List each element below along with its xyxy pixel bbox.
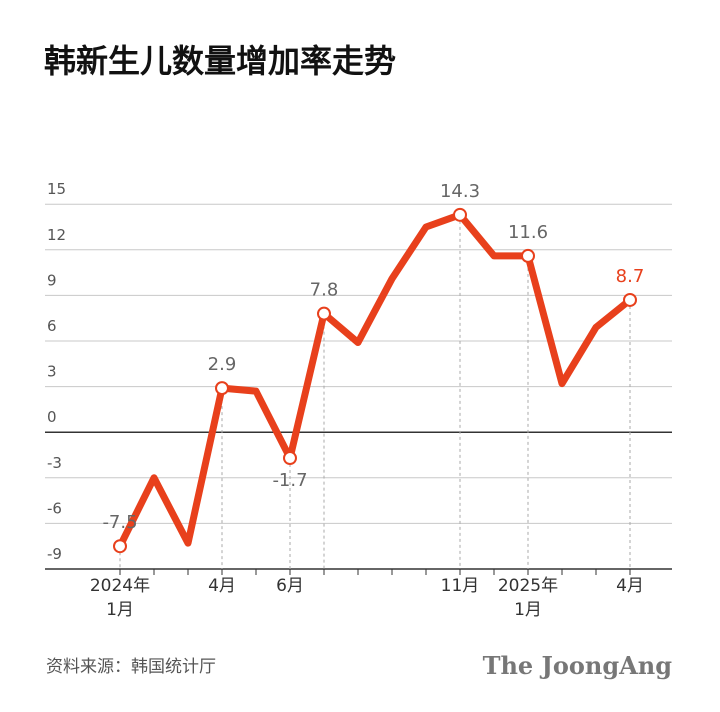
x-tick-label: 4月 bbox=[208, 576, 236, 596]
point bbox=[453, 207, 467, 222]
data-label: 8.7 bbox=[616, 266, 645, 287]
point bbox=[623, 292, 637, 307]
y-tick-label: 9 bbox=[47, 271, 57, 289]
y-tick-label: -6 bbox=[47, 499, 62, 517]
point bbox=[317, 306, 331, 321]
point bbox=[113, 539, 127, 554]
y-tick-label: 0 bbox=[47, 408, 57, 426]
y-tick-label: 6 bbox=[47, 317, 57, 335]
data-label: -7.5 bbox=[102, 512, 137, 533]
data-label: 7.8 bbox=[310, 280, 339, 301]
x-tick-label: 11月 bbox=[441, 576, 480, 596]
series-line bbox=[116, 211, 633, 548]
chart-title: 韩新生儿数量增加率走势 bbox=[44, 42, 396, 80]
y-tick-label: -9 bbox=[47, 545, 62, 563]
data-label: -1.7 bbox=[272, 470, 307, 491]
y-tick-label: 15 bbox=[47, 180, 66, 198]
x-tick-label: 4月 bbox=[616, 576, 644, 596]
x-tick-label: 6月 bbox=[276, 576, 304, 596]
data-label: 11.6 bbox=[508, 222, 548, 243]
point bbox=[521, 248, 535, 263]
y-tick-label: -3 bbox=[47, 454, 62, 472]
point bbox=[215, 381, 229, 396]
brand-logo: The JoongAng bbox=[483, 651, 673, 680]
point bbox=[283, 451, 297, 466]
y-tick-label: 3 bbox=[47, 363, 57, 381]
data-label: 14.3 bbox=[440, 181, 480, 202]
source: 资料来源：韩国统计厅 bbox=[46, 657, 216, 677]
x-tick-label: 2024年 1月 bbox=[90, 576, 150, 620]
data-label: 2.9 bbox=[208, 354, 237, 375]
y-tick-label: 12 bbox=[47, 226, 66, 244]
x-tick-label: 2025年 1月 bbox=[498, 576, 558, 620]
